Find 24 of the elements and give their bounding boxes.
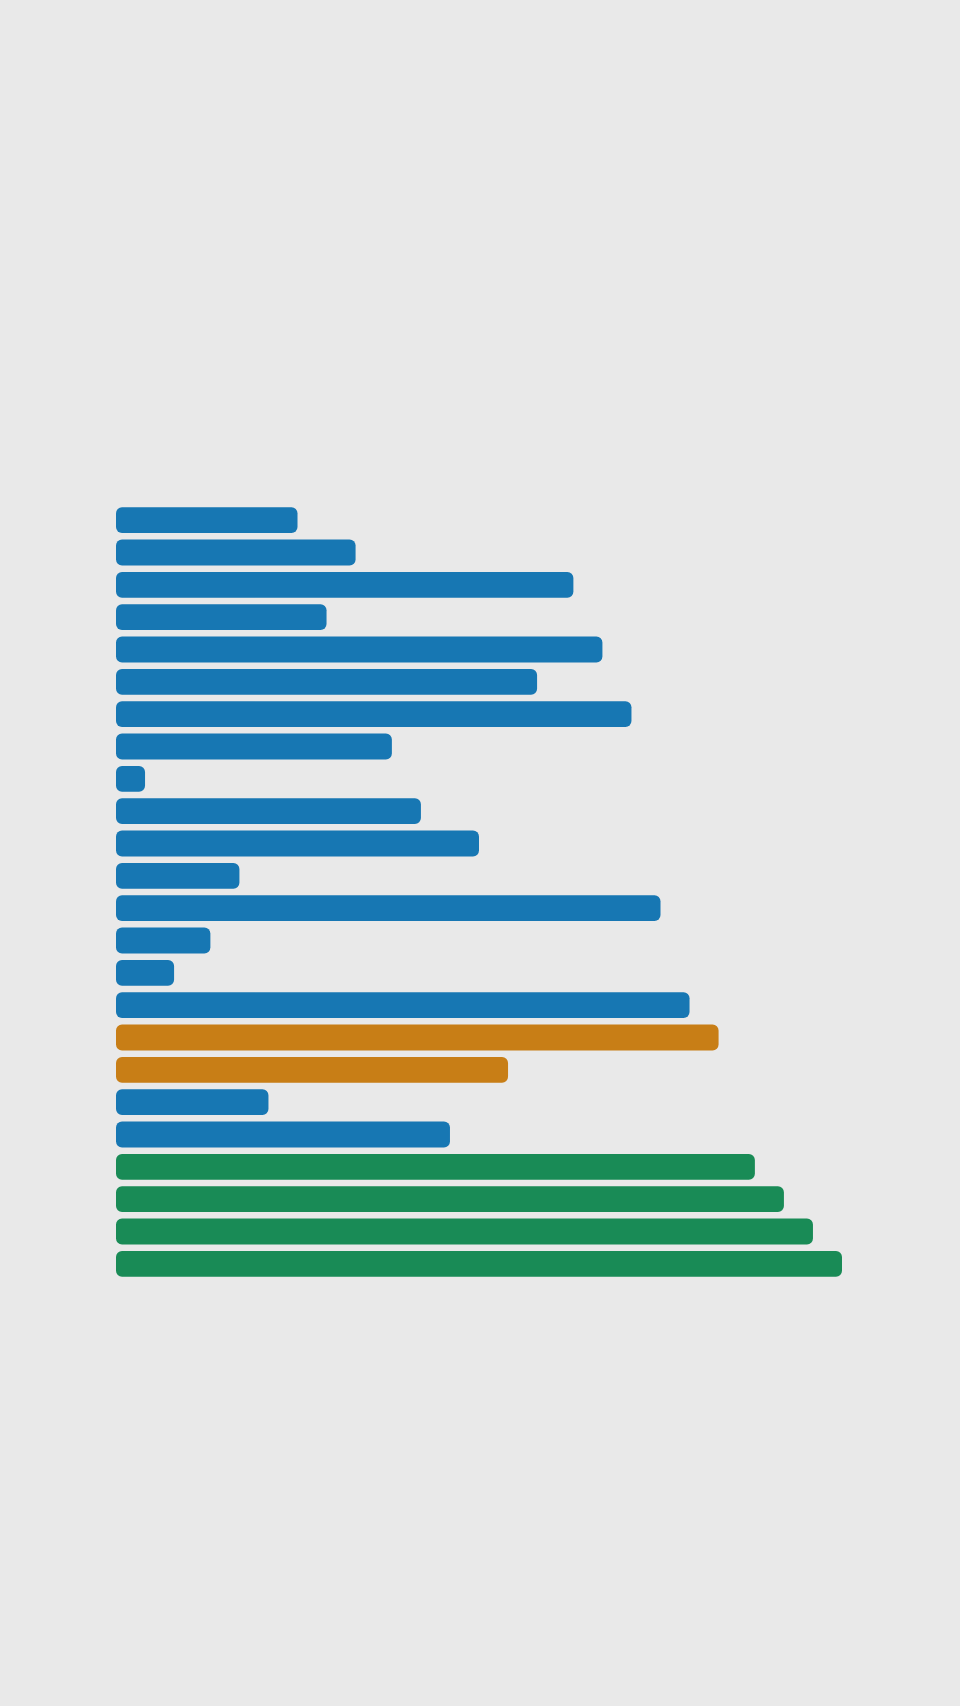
bar (116, 1089, 269, 1116)
bar (116, 539, 356, 566)
bar (116, 668, 538, 695)
bar (116, 1218, 813, 1245)
bar (116, 895, 661, 922)
bar (116, 636, 603, 663)
bar (116, 1250, 842, 1277)
bar (116, 830, 479, 857)
bar (116, 571, 574, 598)
bar (116, 1056, 509, 1083)
bar (116, 765, 146, 792)
bar (116, 1121, 450, 1148)
bar (116, 604, 327, 631)
bar (116, 862, 240, 889)
bar (116, 507, 298, 534)
bar (116, 701, 632, 728)
bar (116, 927, 211, 954)
bar (116, 733, 392, 760)
bar (116, 992, 690, 1019)
bar (116, 1153, 755, 1180)
bar (116, 798, 421, 825)
bar (116, 959, 175, 986)
bar (116, 1186, 784, 1213)
bar (116, 1024, 719, 1051)
